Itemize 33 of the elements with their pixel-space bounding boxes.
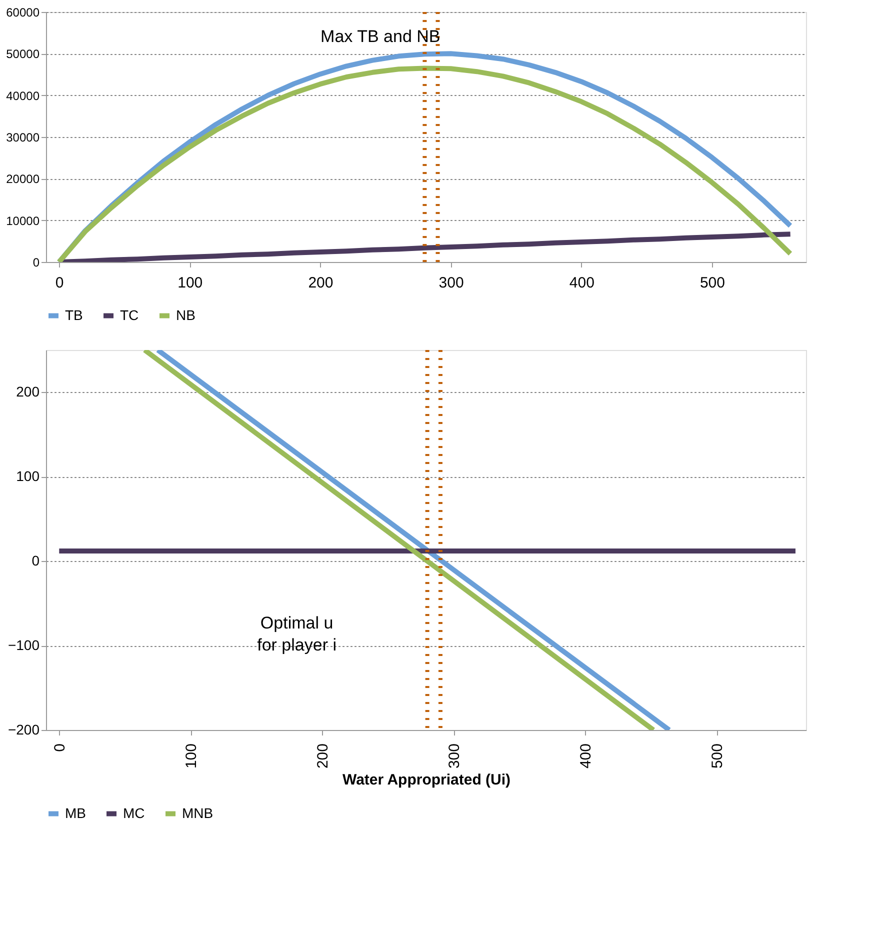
y-tick-label: 50000 (6, 47, 40, 62)
y-tick-label: 10000 (6, 214, 40, 228)
x-tick-label: 400 (578, 744, 595, 769)
x-tick-label: 200 (308, 274, 334, 292)
legend-label: MNB (182, 804, 214, 821)
x-tick-label: 500 (700, 274, 725, 292)
y-tick-label: 40000 (6, 88, 40, 103)
y-tick-label: 200 (16, 384, 40, 400)
legend-label: MC (123, 804, 145, 821)
y-tick-label: 30000 (6, 130, 40, 144)
y-tick-label: 0 (32, 552, 40, 569)
legend-label: MB (65, 804, 86, 821)
annotation: Optimal u for player i (257, 614, 336, 655)
x-tick-label: 100 (183, 744, 200, 769)
y-tick-label: −200 (8, 722, 40, 738)
y-tick-label: 20000 (6, 172, 40, 186)
x-axis-title: Water Appropriated (Ui) (342, 772, 511, 789)
x-tick-label: 400 (569, 274, 594, 292)
legend-label: TC (120, 306, 139, 323)
x-tick-label: 300 (446, 744, 464, 769)
x-tick-label: 0 (52, 744, 69, 752)
x-tick-label: 500 (709, 744, 726, 769)
x-tick-label: 100 (178, 274, 203, 292)
y-tick-label: −100 (8, 637, 40, 654)
x-tick-label: 200 (314, 744, 332, 769)
legend-label: TB (65, 306, 83, 323)
y-tick-label: 60000 (6, 6, 40, 20)
legend-label: NB (176, 306, 196, 323)
annotation: Max TB and NB (320, 27, 440, 46)
x-tick-label: 0 (55, 274, 64, 292)
y-tick-label: 0 (32, 256, 40, 270)
x-tick-label: 300 (438, 274, 464, 292)
y-tick-label: 100 (16, 468, 40, 484)
